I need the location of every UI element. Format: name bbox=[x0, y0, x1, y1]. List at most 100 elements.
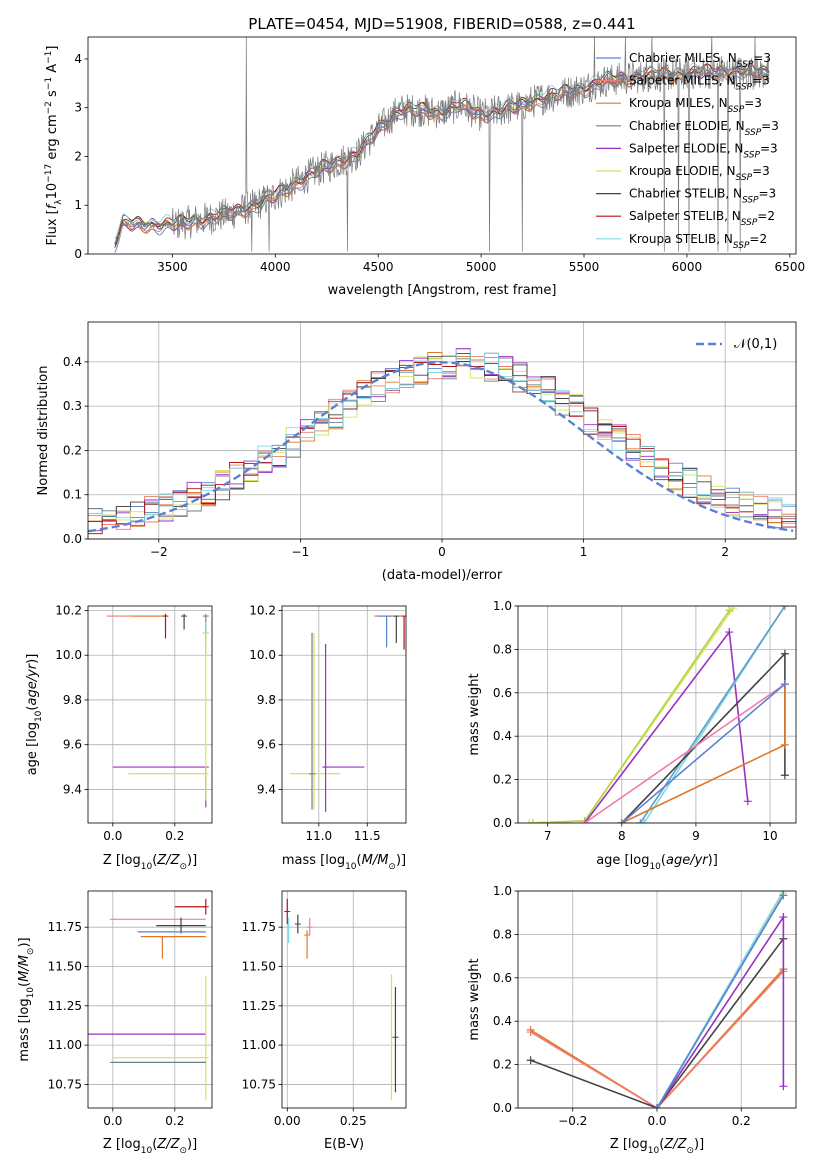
y-tick-label: 11.25 bbox=[48, 999, 82, 1013]
label-part: 10 bbox=[141, 862, 153, 872]
label-part: Z/Z bbox=[663, 1137, 687, 1152]
y-tick-label: 0.2 bbox=[63, 443, 82, 457]
point-marker bbox=[743, 797, 752, 806]
label-part: ⊙ bbox=[179, 862, 187, 872]
label-part: SSP bbox=[743, 150, 760, 160]
point-marker bbox=[725, 628, 734, 637]
label-part: Z [log bbox=[103, 1137, 141, 1152]
normal-reference-curve bbox=[88, 361, 794, 533]
mass-vs-extinction-panel: 0.00 0.25 10.75 11.00 11.25 11.50 11.75 E(B-V) bbox=[242, 890, 407, 1152]
errorbar-point bbox=[392, 986, 399, 1093]
x-axis-label: wavelength [Angstrom, rest frame] bbox=[328, 283, 557, 298]
label-part: Z [log bbox=[610, 1137, 648, 1152]
y-tick-label: 0.4 bbox=[493, 729, 512, 743]
x-tick-label: 0.0 bbox=[103, 1114, 122, 1128]
y-tick-label: 1.0 bbox=[493, 884, 512, 898]
label-part: 10 bbox=[45, 183, 60, 200]
errorbar-point bbox=[393, 615, 400, 643]
y-tick-label: 1.0 bbox=[493, 599, 512, 613]
age-vs-metallicity-panel: 0.0 0.29.49.69.810.010.2Z [log10(Z/Z⊙)]ag… bbox=[25, 603, 213, 872]
label-part: wavelength [Angstrom, rest frame] bbox=[328, 283, 557, 298]
x-axis-label: E(B-V) bbox=[324, 1137, 364, 1152]
label-part: E(B-V) bbox=[324, 1137, 364, 1152]
label-part: mass [log bbox=[17, 998, 32, 1061]
y-tick-label: 10.0 bbox=[55, 648, 82, 662]
y-tick-label: 11.75 bbox=[242, 920, 276, 934]
y-tick-label: 0.0 bbox=[493, 1101, 512, 1115]
label-part: Salpeter MILES, N bbox=[629, 74, 736, 88]
y-axis-label: mass [log10(M/M⊙)] bbox=[17, 937, 36, 1061]
label-part: =3 bbox=[753, 51, 771, 65]
y-tick-label: 0.6 bbox=[493, 686, 512, 700]
point-marker bbox=[636, 819, 645, 823]
y-tick-label: 0.2 bbox=[493, 773, 512, 787]
errorbar-point bbox=[401, 615, 406, 650]
x-tick-label: 7 bbox=[544, 829, 552, 843]
label-part: ⊙ bbox=[26, 948, 36, 956]
errorbar-point bbox=[112, 766, 209, 808]
residual-histogram-panel: −2 −1 0 1 2 0.0 0.1 0.2 0.3 0.4 (data-model)/error… bbox=[36, 321, 797, 583]
model-spectrum-line bbox=[114, 65, 770, 244]
label-part: ( bbox=[661, 853, 666, 868]
legend-entry: Salpeter ELODIE, NSSP=3 bbox=[629, 141, 778, 160]
y-tick-label: 0.4 bbox=[493, 1014, 512, 1028]
mass-weight-line bbox=[530, 938, 785, 1108]
label-part: )] bbox=[187, 853, 197, 868]
errorbar-point bbox=[284, 898, 291, 925]
legend-entry: Kroupa STELIB, NSSP=2 bbox=[629, 232, 767, 251]
x-tick-label: 3500 bbox=[157, 260, 188, 274]
label-part: −2 bbox=[44, 101, 54, 114]
x-tick-label: 0.0 bbox=[647, 1114, 666, 1128]
axes-frame bbox=[281, 605, 407, 824]
label-part: Flux [ bbox=[45, 209, 60, 245]
label-part: SSP bbox=[742, 196, 759, 206]
label-part: 10 bbox=[648, 1146, 660, 1156]
mass-weight-line bbox=[621, 683, 786, 823]
mass-weight-line bbox=[656, 914, 785, 1108]
x-tick-label: 11.5 bbox=[354, 829, 381, 843]
y-tick-label: 11.00 bbox=[242, 1038, 276, 1052]
label-part: −1 bbox=[44, 51, 54, 64]
label-part: ⊙ bbox=[179, 1146, 187, 1156]
label-part: Salpeter ELODIE, N bbox=[629, 141, 743, 155]
y-tick-label: 1 bbox=[74, 198, 82, 212]
y-tick-label: 11.25 bbox=[242, 999, 276, 1013]
errorbar-point bbox=[112, 975, 209, 1101]
y-tick-label: 0.1 bbox=[63, 488, 82, 502]
label-part: )] bbox=[187, 1137, 197, 1152]
label-part: Kroupa ELODIE, N bbox=[629, 164, 736, 178]
point-marker bbox=[640, 819, 649, 823]
errorbar-point bbox=[202, 632, 209, 801]
point-marker bbox=[617, 819, 626, 823]
label-part: age/yr bbox=[666, 853, 709, 868]
x-tick-label: 11.0 bbox=[305, 829, 332, 843]
label-part: ( bbox=[357, 853, 362, 868]
plot-area bbox=[88, 898, 209, 1101]
axes-frame bbox=[281, 890, 407, 1109]
legend-entry: Chabrier ELODIE, NSSP=3 bbox=[629, 119, 779, 138]
point-marker bbox=[780, 680, 789, 689]
y-tick-label: 10.75 bbox=[48, 1077, 82, 1091]
x-axis-label: Z [log10(Z/Z⊙)] bbox=[103, 1137, 197, 1156]
label-part: mass weight bbox=[467, 958, 482, 1040]
label-part: A bbox=[45, 64, 60, 77]
axes-frame bbox=[87, 36, 797, 255]
errorbar-point bbox=[309, 632, 316, 810]
point-marker bbox=[779, 891, 788, 900]
x-tick-label: −0.2 bbox=[558, 1114, 587, 1128]
plot-area bbox=[106, 613, 209, 808]
label-part: Chabrier STELIB, N bbox=[629, 187, 742, 201]
x-tick-label: 4500 bbox=[363, 260, 394, 274]
errorbar-point bbox=[304, 930, 311, 959]
mass-weight-line bbox=[621, 651, 786, 823]
label-part: ] bbox=[45, 46, 60, 51]
x-tick-label: 5000 bbox=[466, 260, 497, 274]
observed-spectrum-line bbox=[114, 37, 770, 252]
y-tick-label: 0.8 bbox=[493, 642, 512, 656]
label-part: 10 bbox=[26, 987, 36, 999]
x-tick-label: 1 bbox=[580, 545, 588, 559]
mass-weight-line bbox=[530, 968, 784, 1108]
label-part: M/M bbox=[362, 853, 389, 868]
axes-frame bbox=[517, 605, 797, 824]
mass-weight-line bbox=[656, 894, 785, 1108]
